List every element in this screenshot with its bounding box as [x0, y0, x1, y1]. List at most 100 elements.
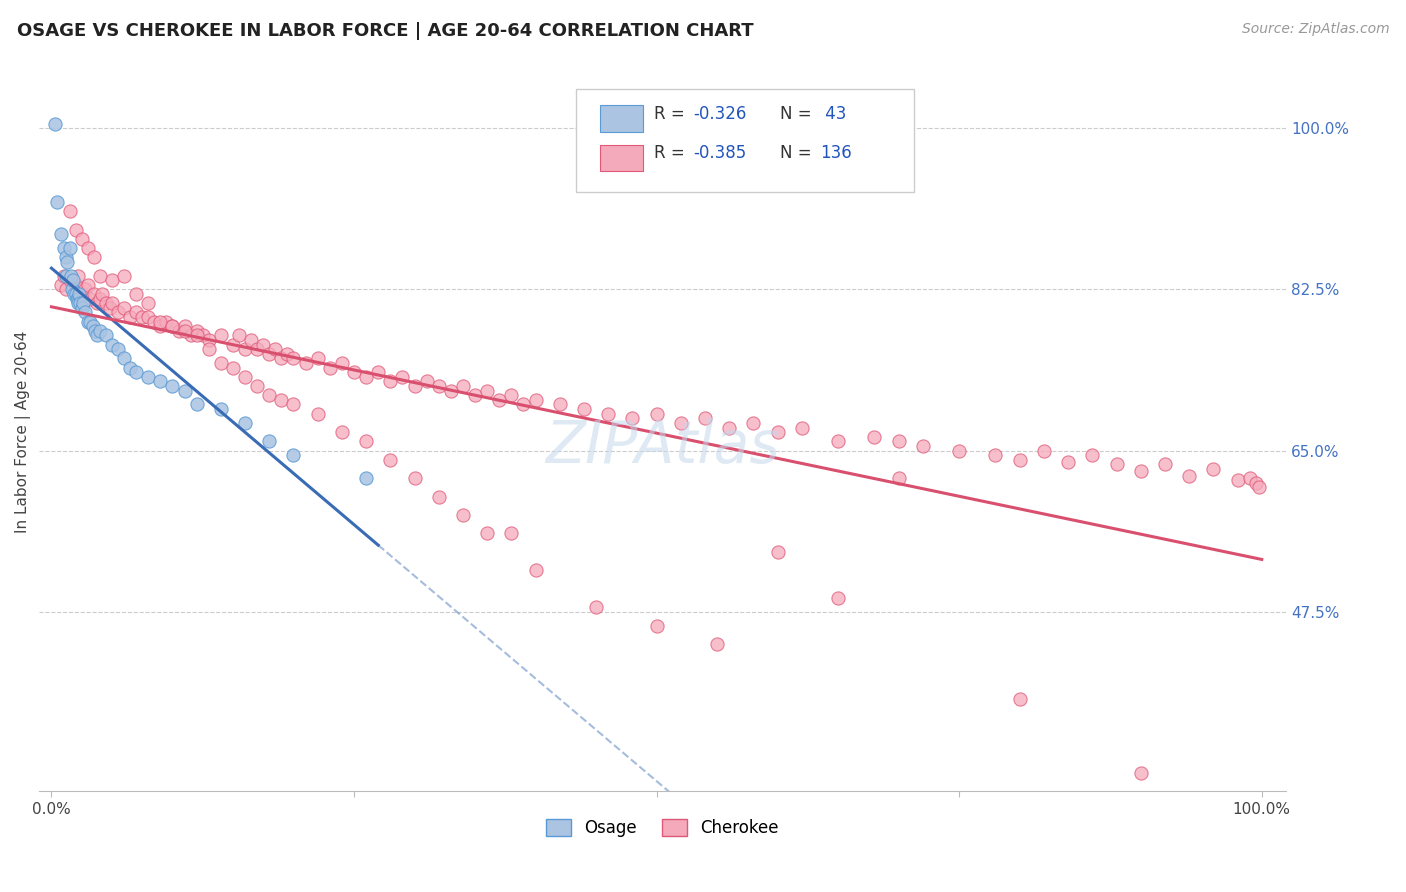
- Cherokee: [209, 356, 232, 370]
- Osage: [52, 241, 75, 255]
- Cherokee: [294, 356, 316, 370]
- Cherokee: [89, 292, 111, 306]
- Cherokee: [86, 296, 108, 310]
- Osage: [209, 402, 232, 417]
- Osage: [58, 241, 80, 255]
- Osage: [55, 250, 77, 264]
- Cherokee: [766, 545, 789, 559]
- Cherokee: [125, 305, 148, 319]
- Cherokee: [89, 268, 111, 283]
- Cherokee: [706, 637, 728, 651]
- Cherokee: [259, 388, 281, 402]
- Osage: [59, 268, 82, 283]
- Legend: Osage, Cherokee: Osage, Cherokee: [540, 813, 786, 844]
- Osage: [101, 337, 124, 351]
- Osage: [162, 379, 184, 393]
- Osage: [94, 328, 117, 343]
- Cherokee: [79, 292, 101, 306]
- Osage: [125, 365, 148, 379]
- Osage: [67, 292, 90, 306]
- Cherokee: [790, 420, 813, 434]
- Text: N =: N =: [780, 145, 817, 162]
- Cherokee: [233, 343, 256, 357]
- Cherokee: [1129, 464, 1152, 478]
- Cherokee: [827, 591, 849, 605]
- Cherokee: [621, 411, 644, 425]
- Cherokee: [180, 328, 202, 343]
- Osage: [149, 375, 172, 389]
- Cherokee: [283, 351, 305, 366]
- Osage: [63, 287, 86, 301]
- Cherokee: [136, 296, 159, 310]
- Cherokee: [354, 434, 377, 449]
- Osage: [186, 397, 208, 411]
- Cherokee: [319, 360, 342, 375]
- Cherokee: [598, 407, 620, 421]
- Text: 43: 43: [820, 105, 846, 123]
- Text: -0.385: -0.385: [693, 145, 747, 162]
- Cherokee: [112, 301, 135, 315]
- Cherokee: [58, 273, 80, 287]
- Cherokee: [101, 273, 124, 287]
- Cherokee: [283, 397, 305, 411]
- Osage: [69, 296, 91, 310]
- Osage: [56, 254, 79, 268]
- Cherokee: [307, 407, 329, 421]
- Osage: [67, 296, 90, 310]
- Cherokee: [143, 315, 166, 329]
- Osage: [44, 117, 66, 131]
- Osage: [62, 273, 84, 287]
- Cherokee: [162, 319, 184, 334]
- Cherokee: [62, 282, 84, 296]
- Cherokee: [149, 315, 172, 329]
- Osage: [89, 324, 111, 338]
- Cherokee: [1226, 473, 1249, 487]
- Cherokee: [827, 434, 849, 449]
- Osage: [86, 328, 108, 343]
- Y-axis label: In Labor Force | Age 20-64: In Labor Force | Age 20-64: [15, 331, 31, 533]
- Cherokee: [91, 287, 114, 301]
- Cherokee: [380, 375, 402, 389]
- Cherokee: [512, 397, 534, 411]
- Cherokee: [766, 425, 789, 439]
- Cherokee: [94, 296, 117, 310]
- Cherokee: [1032, 443, 1054, 458]
- Cherokee: [645, 618, 668, 632]
- Cherokee: [75, 282, 97, 296]
- Text: ZIPAtlas: ZIPAtlas: [546, 418, 780, 475]
- Text: OSAGE VS CHEROKEE IN LABOR FORCE | AGE 20-64 CORRELATION CHART: OSAGE VS CHEROKEE IN LABOR FORCE | AGE 2…: [17, 22, 754, 40]
- Osage: [84, 324, 107, 338]
- Cherokee: [83, 287, 105, 301]
- Cherokee: [572, 402, 595, 417]
- Cherokee: [162, 319, 184, 334]
- Cherokee: [101, 296, 124, 310]
- Text: -0.326: -0.326: [693, 105, 747, 123]
- Cherokee: [65, 277, 87, 292]
- Cherokee: [1239, 471, 1261, 485]
- Cherokee: [197, 333, 219, 347]
- Osage: [354, 471, 377, 485]
- Osage: [75, 305, 97, 319]
- Cherokee: [911, 439, 934, 453]
- Cherokee: [718, 420, 741, 434]
- Cherokee: [451, 508, 474, 522]
- Osage: [283, 448, 305, 462]
- Osage: [136, 370, 159, 384]
- Cherokee: [209, 328, 232, 343]
- Cherokee: [240, 333, 263, 347]
- Cherokee: [451, 379, 474, 393]
- Cherokee: [186, 328, 208, 343]
- Cherokee: [1008, 692, 1031, 706]
- Cherokee: [524, 563, 547, 577]
- Cherokee: [524, 392, 547, 407]
- Cherokee: [222, 360, 245, 375]
- Cherokee: [52, 268, 75, 283]
- Cherokee: [173, 319, 195, 334]
- Cherokee: [645, 407, 668, 421]
- Osage: [82, 319, 104, 334]
- Cherokee: [83, 250, 105, 264]
- Cherokee: [259, 347, 281, 361]
- Cherokee: [440, 384, 463, 398]
- Cherokee: [330, 356, 353, 370]
- Cherokee: [427, 490, 450, 504]
